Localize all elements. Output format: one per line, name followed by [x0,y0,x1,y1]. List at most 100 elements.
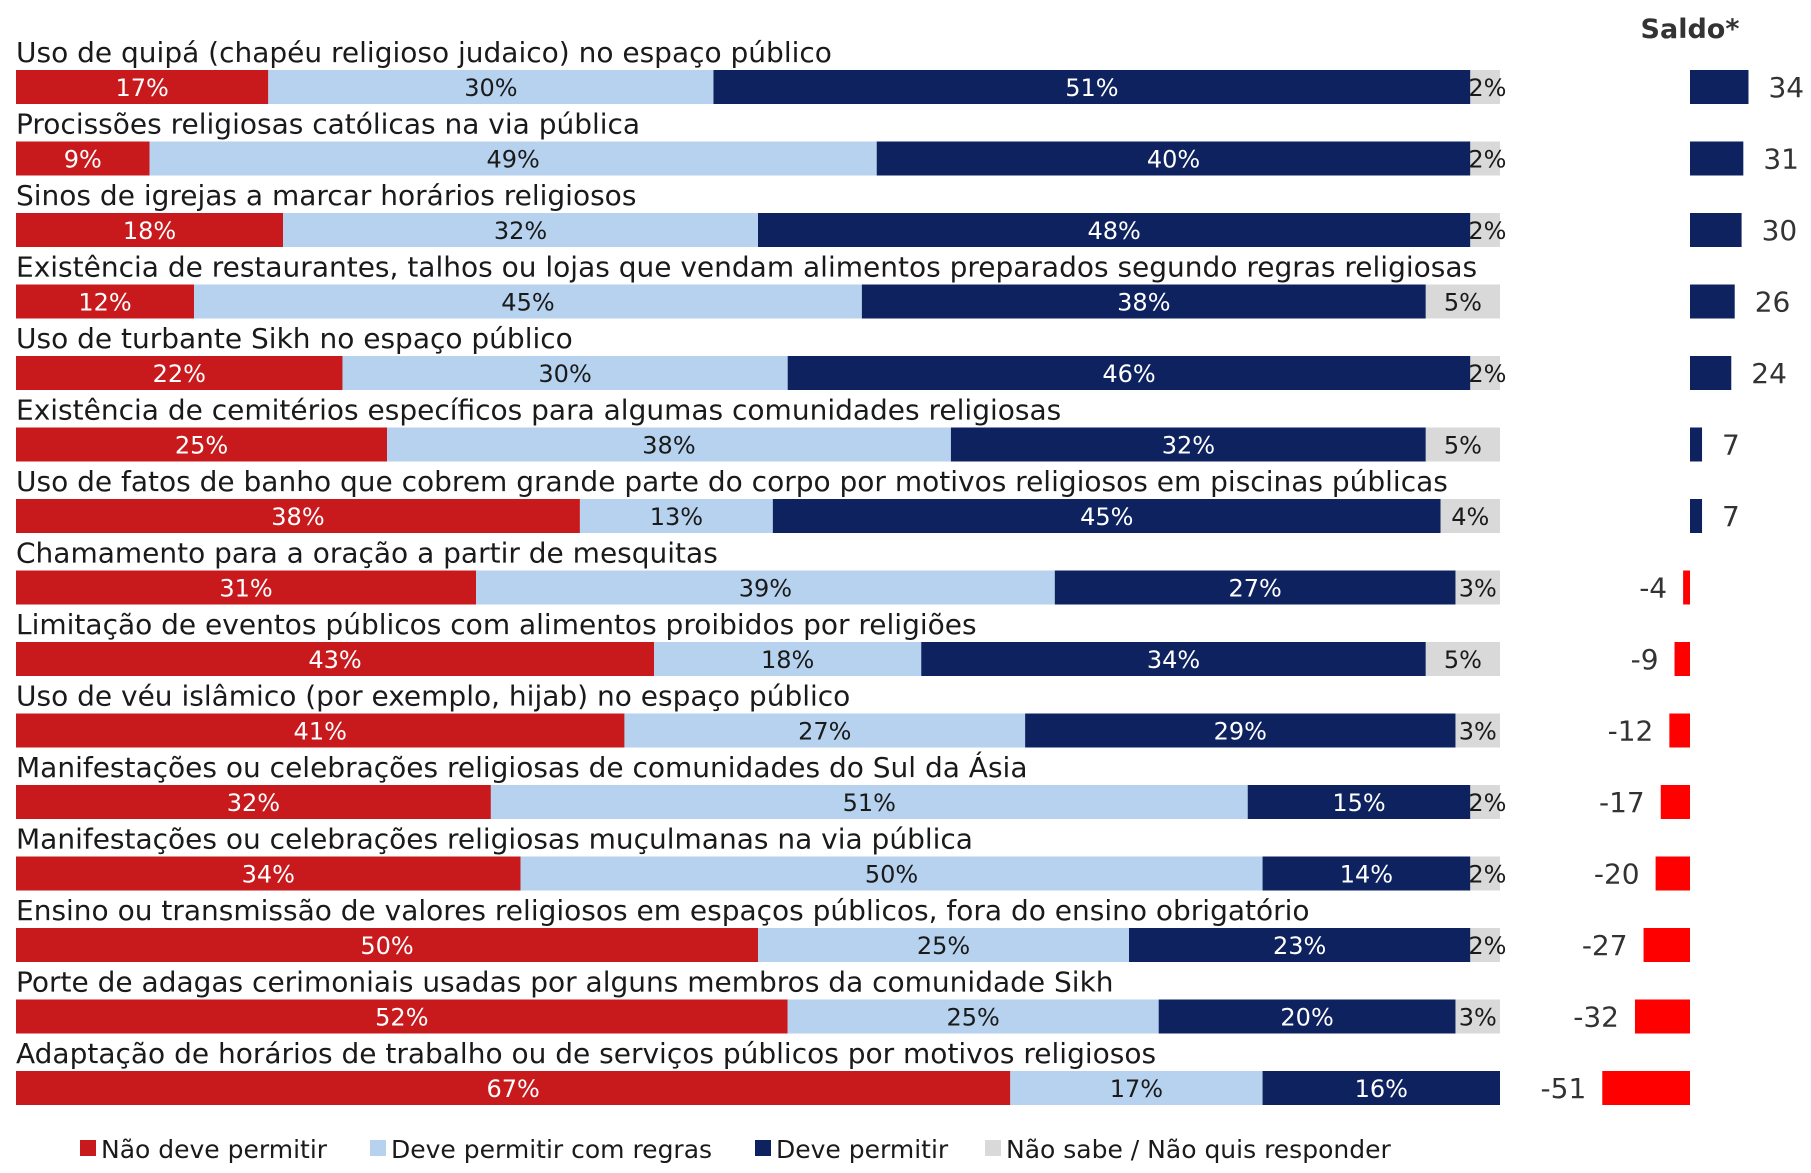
saldo-value: -17 [1599,786,1645,819]
data-label: 30% [538,360,591,388]
bar-segment [16,141,150,176]
bar-segment [654,642,922,676]
saldo-bar [1690,284,1735,319]
data-label: 34% [1147,646,1200,674]
category-label: Existência de cemitérios específicos par… [16,394,1061,427]
data-label: 12% [78,289,131,317]
data-label: 25% [947,1004,1000,1032]
bar-segment [1455,713,1500,748]
bar-segment [1425,642,1500,676]
saldo-item: -4 [1639,570,1690,605]
saldo-item: -17 [1599,785,1690,819]
saldo-value: -12 [1608,715,1654,748]
bar-segment [772,499,1441,533]
saldo-bar [1634,999,1690,1034]
bar-segment [1470,356,1500,390]
bar-segment [1470,213,1500,247]
data-label: 46% [1102,360,1155,388]
saldo-item: 30 [1690,213,1797,247]
category-row: Uso de véu islâmico (por exemplo, hijab)… [16,680,1500,748]
bar-segment [787,999,1159,1034]
bar-segment [758,213,1471,247]
bar-segment [624,713,1026,748]
bar-segment [16,427,387,462]
data-label: 27% [1228,575,1281,603]
saldo-bar [1683,570,1690,605]
bar-segment [387,427,951,462]
bar-segment [921,642,1426,676]
bar-segment [16,928,758,962]
legend-item: Não deve permitir [80,1135,328,1164]
bar-segment [16,570,477,605]
legend-item: Deve permitir [755,1135,949,1164]
bar-segment [194,284,862,319]
data-label: 32% [1162,432,1215,460]
data-label: 49% [486,146,539,174]
saldo-value: -27 [1582,929,1628,962]
saldo-bar [1669,713,1690,748]
data-label: 51% [1065,74,1118,102]
saldo-bar [1690,356,1732,390]
saldo-value: 34 [1768,71,1804,104]
bar-segment [1470,856,1500,891]
category-row: Porte de adagas cerimoniais usadas por a… [16,966,1500,1034]
data-label: 3% [1459,575,1497,603]
data-label: 2% [1468,932,1506,960]
data-label: 18% [761,646,814,674]
bar-segment [16,999,788,1034]
bar-segment [16,1071,1011,1105]
bar-segment [490,785,1248,819]
saldo-item: -12 [1608,713,1690,748]
data-label: 32% [494,217,547,245]
category-row: Existência de cemitérios específicos par… [16,394,1500,462]
category-label: Procissões religiosas católicas na via p… [16,108,640,141]
legend-label: Deve permitir com regras [391,1135,712,1164]
saldo-item: 24 [1690,356,1787,390]
category-row: Uso de fatos de banho que cobrem grande … [16,465,1500,533]
data-label: 51% [843,789,896,817]
category-label: Chamamento para a oração a partir de mes… [16,537,718,570]
bar-segment [1440,499,1500,533]
data-label: 38% [1117,289,1170,317]
data-label: 2% [1468,146,1506,174]
bar-segment [16,213,284,247]
bar-segment [476,570,1055,605]
data-label: 29% [1214,718,1267,746]
saldo-value: -32 [1573,1001,1619,1034]
data-label: 32% [227,789,280,817]
data-label: 2% [1468,217,1506,245]
bar-segment [268,70,714,104]
data-label: 23% [1273,932,1326,960]
saldo-bar [1660,785,1690,819]
category-row: Uso de turbante Sikh no espaço público 22… [16,322,1506,390]
legend-swatch [80,1140,96,1156]
saldo-value: -4 [1639,572,1667,605]
bar-segment [1470,141,1500,176]
category-row: Chamamento para a oração a partir de mes… [16,537,1500,605]
data-label: 45% [501,289,554,317]
saldo-bar [1690,70,1749,104]
category-label: Adaptação de horários de trabalho ou de … [16,1037,1156,1070]
category-row: Sinos de igrejas a marcar horários relig… [16,179,1506,247]
data-label: 15% [1332,789,1385,817]
legend-item: Não sabe / Não quis responder [985,1135,1391,1164]
category-label: Uso de fatos de banho que cobrem grande … [16,465,1448,498]
bar-segment [16,642,655,676]
data-label: 31% [219,575,272,603]
data-label: 38% [642,432,695,460]
saldo-layer: Saldo* 34 31 30 26 24 7 7 -4 -9 -12 -17 -20 -27 -32 -51 [1541,14,1804,1105]
bars-layer: Uso de quipá (chapéu religioso judaico) … [16,36,1506,1105]
bar-segment [283,213,758,247]
data-label: 20% [1280,1004,1333,1032]
saldo-item: 34 [1690,70,1804,104]
data-label: 22% [153,360,206,388]
data-label: 41% [294,718,347,746]
saldo-bar [1674,642,1690,676]
data-label: 3% [1459,718,1497,746]
bar-segment [1455,570,1500,605]
bar-segment [1470,928,1500,962]
bar-segment [1425,284,1500,319]
bar-segment [579,499,773,533]
data-label: 38% [271,503,324,531]
